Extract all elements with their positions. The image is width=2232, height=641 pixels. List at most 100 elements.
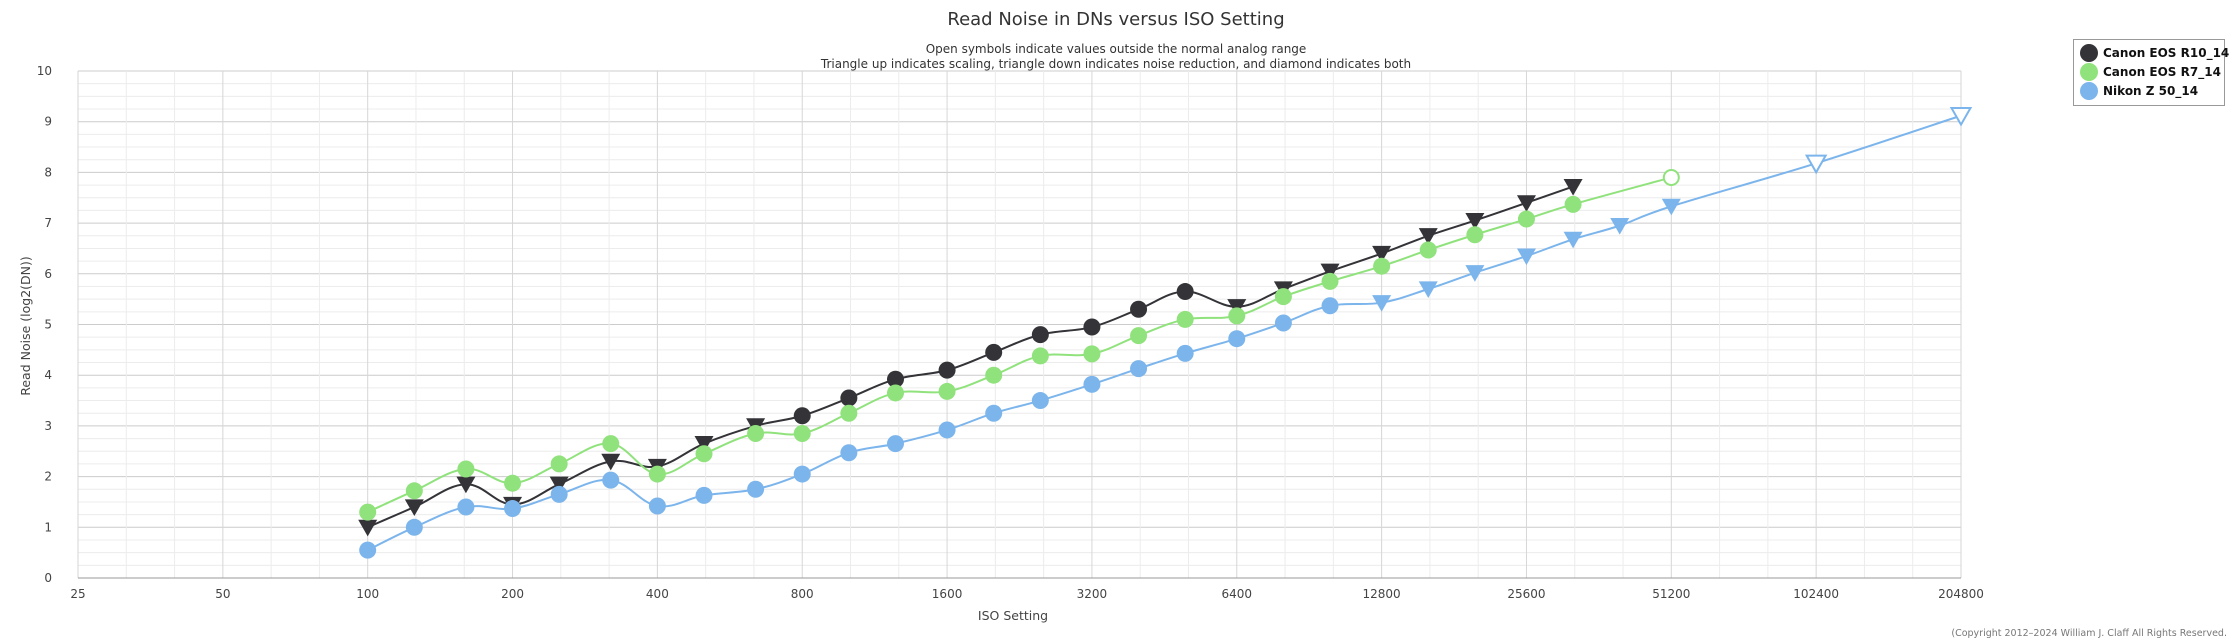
y-tick-label: 1 (44, 520, 52, 534)
ticks: 0 1 2 3 4 5 6 7 8 9 10 25 50 100 200 400 800 1600 3200 6400… (37, 64, 1984, 601)
series-canon-eos-r7-point (1228, 307, 1246, 325)
series-canon-eos-r10-point (1031, 326, 1049, 344)
series-nikon-z50-point (1610, 218, 1630, 235)
series-nikon-z50-point (747, 480, 765, 498)
series-canon-eos-r10-point (358, 519, 378, 537)
series-canon-eos-r10-point (793, 407, 811, 425)
series-nikon-z50-point (648, 497, 666, 515)
series-canon-eos-r7-point (747, 425, 765, 443)
series-canon-eos-r7-point (1466, 226, 1484, 244)
chart-subtitle-line-2: Triangle up indicates scaling, triangle … (820, 57, 1411, 71)
series-canon-eos-r7-point (886, 384, 904, 402)
series-nikon-z50-point (1083, 375, 1101, 393)
series-canon-eos-r7-point (405, 482, 423, 500)
x-tick-label: 50 (215, 587, 230, 601)
series-canon-eos-r10-point (1176, 283, 1194, 301)
series-canon-eos-r7-point (840, 404, 858, 422)
series-nikon-z50-point (1228, 330, 1246, 348)
y-tick-label: 3 (44, 419, 52, 433)
series-nikon-z50-point (1804, 154, 1828, 175)
series-canon-eos-r7-point (1274, 288, 1292, 306)
chart-subtitle-line-1: Open symbols indicate values outside the… (926, 42, 1307, 56)
x-tick-label: 3200 (1077, 587, 1108, 601)
chart-title: Read Noise in DNs versus ISO Setting (947, 9, 1284, 30)
series-canon-eos-r10-point (1320, 263, 1340, 281)
series-canon-eos-r10 (358, 178, 1583, 537)
series-canon-eos-r7-point (1662, 168, 1680, 186)
y-tick-label: 9 (44, 115, 52, 129)
x-axis-label: ISO Setting (978, 608, 1048, 623)
series-nikon-z50-point (886, 435, 904, 453)
series-nikon-z50-point (504, 500, 522, 518)
series-nikon-z50-point (1176, 344, 1194, 362)
y-tick-label: 7 (44, 216, 52, 230)
series-canon-eos-r10-point (549, 476, 569, 494)
y-tick-label: 2 (44, 470, 52, 484)
legend-box (2073, 39, 2225, 106)
series-canon-eos-r7-point (648, 465, 666, 483)
series-canon-eos-r7-point (359, 503, 377, 521)
series-canon-eos-r7-point (985, 366, 1003, 384)
legend-label-nikon-z50: Nikon Z 50_14 (2103, 84, 2198, 99)
series-canon-eos-r10-point (601, 453, 621, 471)
series-nikon-z50-point (1274, 314, 1292, 332)
series-canon-eos-r7-point (602, 435, 620, 453)
series-canon-eos-r10-point (404, 499, 424, 517)
series-nikon-z50-point (457, 498, 475, 516)
y-tick-label: 10 (37, 64, 52, 78)
series-canon-eos-r7-point (1373, 257, 1391, 275)
series-canon-eos-r10-point (1516, 195, 1536, 212)
x-tick-label: 25 (70, 587, 85, 601)
x-tick-label: 100 (356, 587, 379, 601)
legend-label-canon-eos-r10: Canon EOS R10_14 (2103, 46, 2229, 61)
series-nikon-z50-point (1031, 392, 1049, 410)
x-tick-label: 25600 (1507, 587, 1545, 601)
series-nikon-z50-point (1372, 295, 1392, 312)
series-nikon-z50-point (1661, 198, 1681, 216)
y-tick-label: 0 (44, 571, 52, 585)
y-axis-label: Read Noise (log2(DN)) (18, 256, 33, 396)
series-canon-eos-r7-point (1321, 272, 1339, 290)
y-tick-label: 6 (44, 267, 52, 281)
x-tick-label: 800 (791, 587, 814, 601)
series-nikon-z50-point (793, 465, 811, 483)
series-nikon-z50-point (985, 404, 1003, 422)
series-canon-eos-r10-point (694, 436, 714, 453)
grid (77, 70, 1962, 579)
legend-marker-canon-eos-r10 (2080, 44, 2098, 62)
series-nikon-z50-point (938, 421, 956, 439)
legend: Canon EOS R10_14 Canon EOS R7_14 Nikon Z… (2073, 39, 2229, 106)
series-nikon-z50-point (1321, 297, 1339, 315)
legend-item-canon-eos-r7[interactable]: Canon EOS R7_14 (2080, 63, 2221, 81)
series-nikon-z50-point (1516, 248, 1536, 266)
series-nikon-z50-point (1949, 107, 1973, 127)
x-tick-label: 6400 (1221, 587, 1252, 601)
series-nikon-z50 (359, 107, 1973, 559)
legend-label-canon-eos-r7: Canon EOS R7_14 (2103, 65, 2221, 80)
x-tick-label: 204800 (1938, 587, 1984, 601)
series-canon-eos-r7-point (1517, 210, 1535, 228)
legend-item-nikon-z50[interactable]: Nikon Z 50_14 (2080, 82, 2198, 100)
series-canon-eos-r10-point (1083, 318, 1101, 336)
series-canon-eos-r10-point (1563, 178, 1583, 196)
y-tick-label: 5 (44, 318, 52, 332)
series (358, 107, 1973, 559)
x-tick-label: 200 (501, 587, 524, 601)
series-canon-eos-r7-point (504, 474, 522, 492)
series-canon-eos-r7-point (938, 382, 956, 400)
series-canon-eos-r7-point (457, 460, 475, 478)
series-nikon-z50-point (695, 486, 713, 504)
legend-marker-canon-eos-r7 (2080, 63, 2098, 81)
series-canon-eos-r10-point (840, 389, 858, 407)
series-canon-eos-r7-point (1031, 347, 1049, 365)
legend-item-canon-eos-r10[interactable]: Canon EOS R10_14 (2080, 44, 2229, 62)
series-nikon-z50-point (359, 541, 377, 559)
series-canon-eos-r10-point (985, 343, 1003, 361)
y-tick-label: 4 (44, 368, 52, 382)
series-nikon-z50-point (840, 444, 858, 462)
series-canon-eos-r10-point (1130, 300, 1148, 318)
series-nikon-z50-point (405, 518, 423, 536)
series-canon-eos-r10-point (1465, 212, 1485, 230)
series-nikon-z50-point (602, 471, 620, 489)
